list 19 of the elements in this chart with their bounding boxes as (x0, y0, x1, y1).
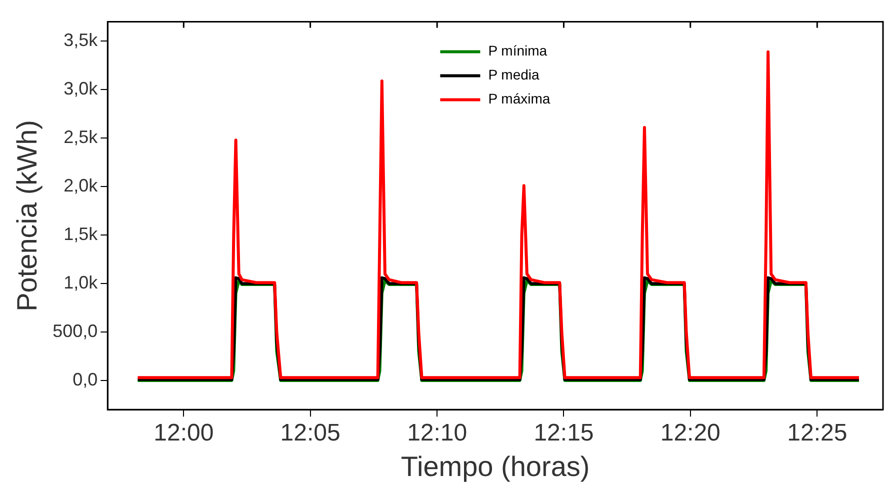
y-tick-label: 3,0k (64, 78, 99, 99)
x-tick-label: 12:00 (154, 420, 214, 447)
y-tick-label: 1,5k (64, 224, 99, 244)
y-tick-label: 1,0k (64, 272, 99, 293)
legend-label: P máxima (488, 90, 550, 107)
x-tick-label: 12:25 (787, 420, 848, 447)
x-tick-label: 12:05 (280, 420, 340, 447)
y-tick-label: 2,5k (64, 127, 99, 148)
y-tick-label: 2,0k (64, 176, 99, 196)
legend-label: P mínima (488, 42, 548, 59)
legend-label: P media (488, 66, 540, 83)
y-tick-label: 3,5k (64, 30, 99, 50)
x-tick-label: 12:10 (407, 420, 468, 447)
x-axis-title: Tiempo (horas) (400, 450, 590, 482)
y-axis-title: Potencia (kWh) (12, 120, 43, 312)
y-tick-label: 500,0 (52, 321, 98, 342)
x-tick-label: 12:15 (534, 420, 594, 447)
x-tick-label: 12:20 (660, 420, 720, 447)
y-tick-label: 0,0 (72, 369, 98, 390)
